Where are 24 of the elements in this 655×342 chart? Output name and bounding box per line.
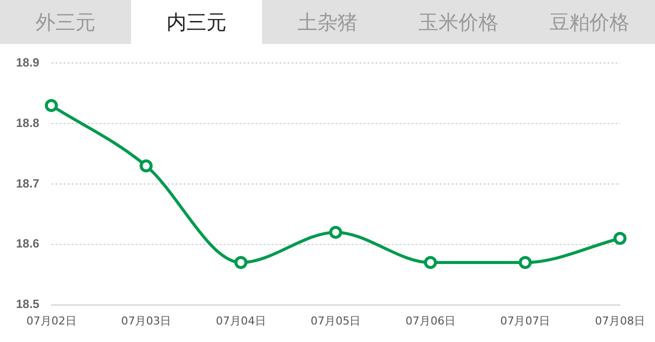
x-tick-label: 07月08日 bbox=[595, 314, 646, 328]
y-tick-label: 18.8 bbox=[16, 116, 40, 130]
x-tick-label: 07月04日 bbox=[216, 314, 266, 328]
x-tick-label: 07月07日 bbox=[500, 314, 550, 328]
text: 土杂猪 bbox=[296, 8, 358, 36]
text: 内三元 bbox=[131, 0, 262, 44]
x-tick-label: 07月05日 bbox=[310, 314, 361, 328]
point bbox=[614, 232, 627, 245]
x-tick-label: 07月06日 bbox=[405, 314, 456, 328]
y-tick-label: 18.7 bbox=[16, 176, 40, 190]
point bbox=[424, 256, 437, 270]
y-tick-label: 18.9 bbox=[16, 56, 40, 70]
point bbox=[140, 159, 153, 172]
y-tick-label: 18.5 bbox=[16, 297, 40, 312]
text: 玉米价格 bbox=[418, 8, 500, 36]
point bbox=[44, 98, 58, 112]
text: 豆粕价格 bbox=[548, 8, 630, 36]
y-tick-label: 18.6 bbox=[16, 236, 40, 251]
point bbox=[329, 226, 342, 239]
x-tick-label: 07月02日 bbox=[26, 314, 76, 328]
x-tick-label: 07月03日 bbox=[121, 314, 172, 328]
point bbox=[518, 256, 532, 270]
point bbox=[234, 256, 248, 270]
text: 外三元 bbox=[34, 8, 96, 36]
